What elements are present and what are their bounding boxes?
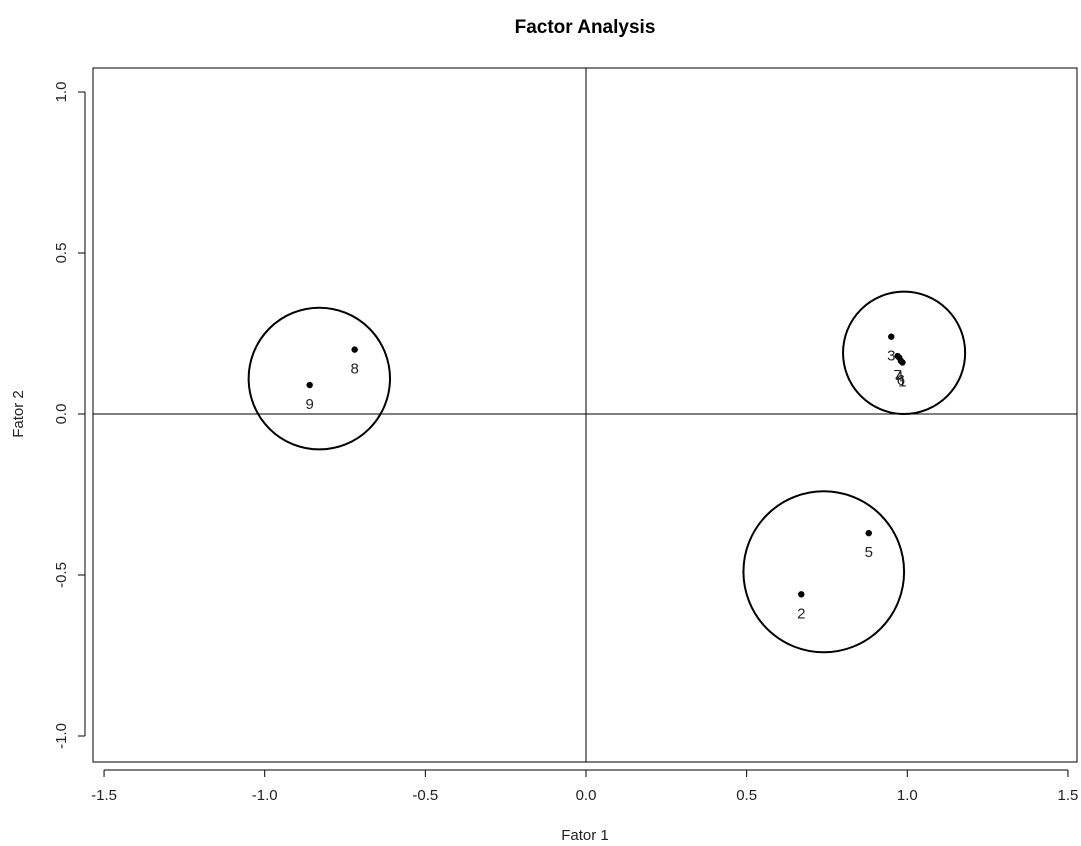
data-point-1 <box>899 359 906 366</box>
y-tick-label: 0.0 <box>53 404 70 425</box>
point-label-8: 8 <box>350 361 358 378</box>
data-point-8 <box>351 346 358 353</box>
cluster-circles <box>247 290 967 654</box>
point-label-5: 5 <box>865 544 873 561</box>
x-tick-label: 1.5 <box>1058 787 1079 804</box>
data-point-9 <box>306 381 313 389</box>
point-label-4: 4 <box>895 369 903 386</box>
x-tick-label: -0.5 <box>412 787 438 804</box>
point-label-3: 3 <box>887 348 895 365</box>
point-label-7: 7 <box>893 367 901 384</box>
chart-title: Factor Analysis <box>515 17 656 38</box>
x-tick-label: -1.0 <box>252 787 278 804</box>
y-tick-label: -0.5 <box>53 562 70 588</box>
data-point-3 <box>888 333 895 340</box>
y-axis-title: Fator 2 <box>10 390 27 438</box>
x-axis-title: Fator 1 <box>561 827 609 844</box>
x-tick-label: -1.5 <box>91 787 117 804</box>
point-label-1: 1 <box>898 373 906 390</box>
point-label-2: 2 <box>797 605 805 622</box>
x-tick-label: 1.0 <box>897 787 918 804</box>
x-axis: -1.5 -1.0 -0.5 0.0 0.5 1.0 1.5 <box>91 769 1079 804</box>
y-tick-label: 0.5 <box>53 243 70 264</box>
y-tick-label: -1.0 <box>53 723 70 749</box>
point-label-6: 6 <box>897 372 905 389</box>
x-tick-label: 0.0 <box>576 787 597 804</box>
data-point-2 <box>798 591 805 598</box>
point-label-9: 9 <box>306 396 314 413</box>
cluster-circle-2 <box>842 290 967 416</box>
cluster-circle-1 <box>247 306 392 451</box>
y-tick-label: 1.0 <box>53 82 70 103</box>
y-axis: -1.0 -0.5 0.0 0.5 1.0 <box>53 82 86 749</box>
reference-lines <box>93 68 1077 762</box>
x-tick-label: 0.5 <box>736 787 757 804</box>
data-point-5 <box>865 529 872 537</box>
cluster-circle-3 <box>742 490 906 654</box>
plot-frame <box>92 67 1078 763</box>
